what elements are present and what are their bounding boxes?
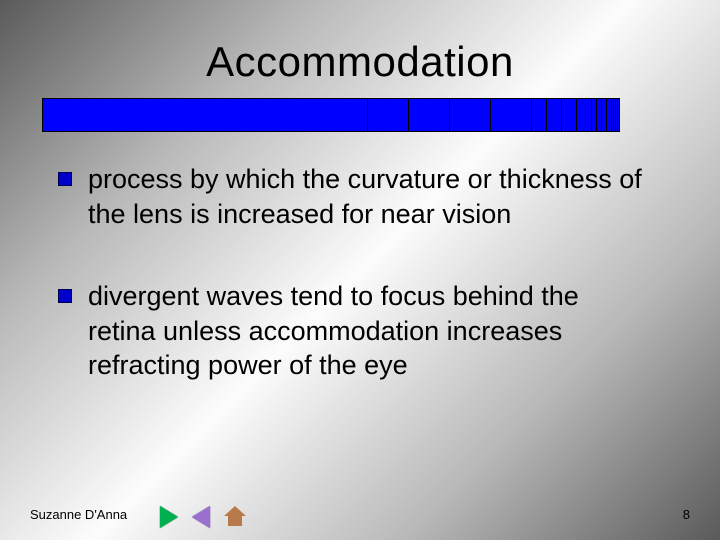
slide: Accommodation process by which the curva…	[0, 0, 720, 540]
home-icon[interactable]	[224, 506, 246, 528]
page-number: 8	[683, 507, 690, 522]
decorative-bar	[42, 98, 619, 132]
bullet-list: process by which the curvature or thickn…	[58, 162, 650, 431]
decor-segment	[561, 98, 577, 132]
nav-icons	[160, 506, 246, 528]
decor-segment	[531, 98, 547, 132]
bullet-marker-icon	[58, 172, 72, 186]
decor-segment	[490, 98, 532, 132]
forward-icon[interactable]	[160, 506, 178, 528]
bullet-text: divergent waves tend to focus behind the…	[88, 279, 650, 383]
decor-segment	[617, 98, 620, 132]
decor-segment	[576, 98, 592, 132]
decor-segment	[42, 98, 368, 132]
bullet-marker-icon	[58, 289, 72, 303]
decor-segment	[408, 98, 450, 132]
bullet-item: divergent waves tend to focus behind the…	[58, 279, 650, 383]
decor-segment	[367, 98, 409, 132]
slide-title: Accommodation	[0, 38, 720, 86]
decor-segment	[546, 98, 562, 132]
decor-segment	[449, 98, 491, 132]
footer-author: Suzanne D'Anna	[30, 507, 127, 522]
back-icon[interactable]	[192, 506, 210, 528]
bullet-text: process by which the curvature or thickn…	[88, 162, 650, 231]
bullet-item: process by which the curvature or thickn…	[58, 162, 650, 231]
